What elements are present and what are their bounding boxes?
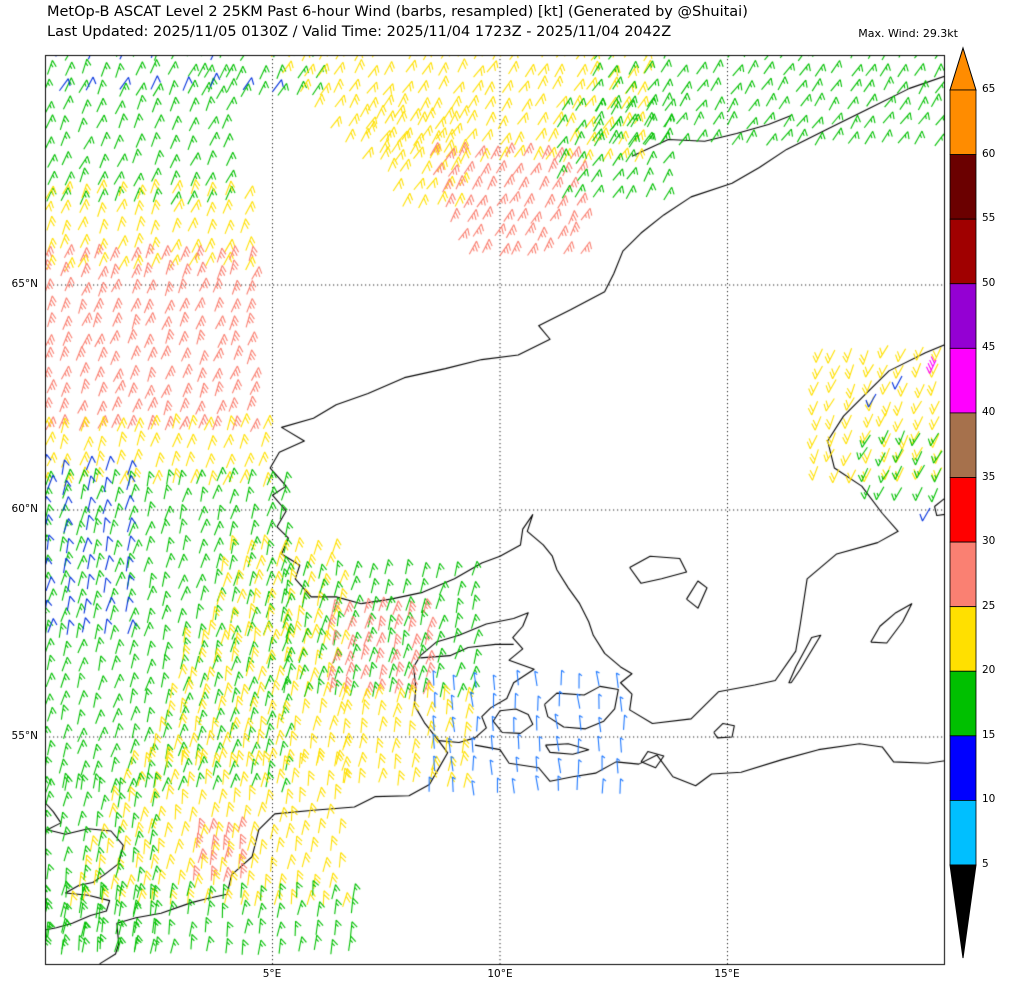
colorbar-segment-10-15	[949, 735, 977, 801]
colorbar-tick-label: 10	[982, 793, 996, 806]
colorbar-segment-5-10	[949, 800, 977, 866]
lon-tick-label: 10°E	[487, 968, 513, 980]
chart-subtitle: Last Updated: 2025/11/05 0130Z / Valid T…	[47, 24, 672, 40]
colorbar-tick-label: 30	[982, 535, 996, 548]
colorbar-tick-label: 55	[982, 212, 996, 225]
lon-tick-label: 5°E	[262, 968, 282, 980]
colorbar-tick-label: 15	[982, 728, 996, 741]
lat-tick-label: 60°N	[11, 503, 38, 515]
colorbar-tick-label: 60	[982, 147, 996, 160]
colorbar-tick-label: 50	[982, 276, 996, 289]
colorbar-segment-60-65	[949, 89, 977, 155]
lon-tick-label: 15°E	[714, 968, 740, 980]
colorbar-tick-label: 35	[982, 470, 996, 483]
colorbar-segment-25-30	[949, 541, 977, 608]
colorbar-tick-label: 5	[982, 858, 989, 870]
colorbar-tick-label: 25	[982, 599, 996, 612]
colorbar-extend-over	[949, 46, 977, 91]
colorbar-extend-under	[949, 864, 977, 959]
colorbar-segment-20-25	[949, 606, 977, 672]
colorbar-tick-label: 65	[982, 83, 996, 95]
chart-title: MetOp-B ASCAT Level 2 25KM Past 6-hour W…	[47, 4, 748, 20]
colorbar-segment-45-50	[949, 283, 977, 349]
colorbar-tick-label: 40	[982, 405, 996, 418]
colorbar-segment-40-45	[949, 347, 977, 414]
colorbar	[949, 46, 977, 959]
colorbar-tick-label: 45	[982, 341, 996, 354]
lat-tick-label: 55°N	[11, 730, 38, 742]
colorbar-segment-35-40	[949, 412, 977, 478]
max-wind-label: Max. Wind: 29.3kt	[858, 27, 958, 40]
lat-tick-label: 65°N	[11, 278, 38, 290]
colorbar-segment-50-55	[949, 218, 977, 285]
colorbar-segment-55-60	[949, 154, 977, 220]
colorbar-tick-label: 20	[982, 664, 996, 677]
colorbar-segment-30-35	[949, 477, 977, 543]
colorbar-segment-15-20	[949, 670, 977, 737]
